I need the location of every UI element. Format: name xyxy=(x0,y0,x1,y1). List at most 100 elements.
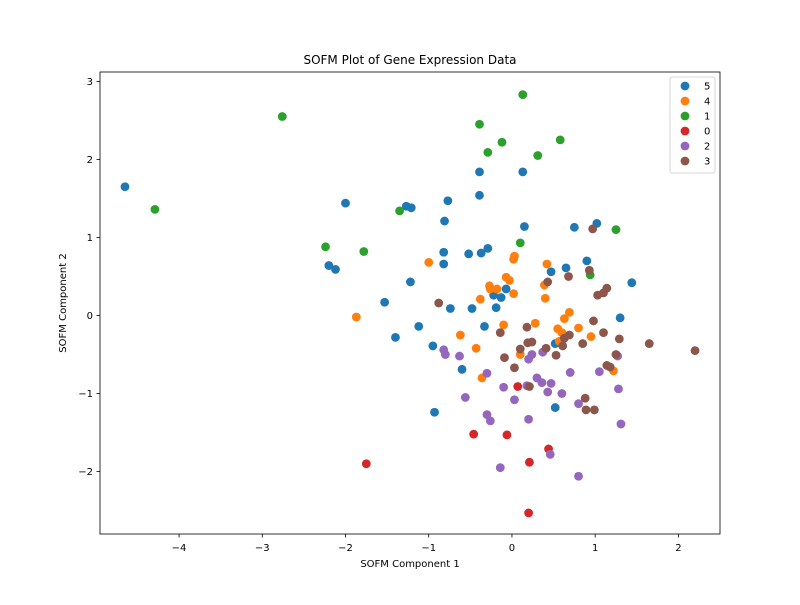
data-point xyxy=(515,344,525,354)
data-point xyxy=(551,350,561,360)
data-point xyxy=(455,330,465,340)
data-point xyxy=(537,378,547,388)
data-point xyxy=(586,332,596,341)
data-point xyxy=(614,384,623,394)
data-point xyxy=(561,263,571,273)
data-point xyxy=(406,277,415,287)
data-point xyxy=(599,328,608,338)
data-point xyxy=(439,247,449,257)
legend-label: 1 xyxy=(704,112,710,123)
data-point xyxy=(440,350,450,359)
data-point xyxy=(580,393,590,403)
legend-marker xyxy=(680,156,690,166)
data-point xyxy=(439,259,449,269)
data-point xyxy=(430,407,439,417)
chart-title: SOFM Plot of Gene Expression Data xyxy=(303,53,516,67)
data-point xyxy=(510,251,519,261)
data-point xyxy=(277,112,287,121)
legend-marker xyxy=(680,96,690,106)
plot-frame xyxy=(99,71,721,535)
data-point xyxy=(500,353,509,363)
data-point xyxy=(471,343,481,353)
legend-marker xyxy=(680,81,690,91)
data-point xyxy=(615,313,625,323)
data-point xyxy=(496,293,506,302)
data-point xyxy=(321,242,330,252)
series-3 xyxy=(434,224,700,415)
data-point xyxy=(380,297,390,307)
data-point xyxy=(578,339,588,348)
series-4 xyxy=(351,251,618,383)
data-point xyxy=(495,463,505,473)
data-point xyxy=(391,332,400,342)
data-point xyxy=(518,90,528,100)
y-tick-label: 0 xyxy=(87,311,93,322)
data-point xyxy=(559,333,569,343)
data-points xyxy=(120,90,700,518)
data-point xyxy=(644,339,654,348)
data-point xyxy=(505,275,514,285)
data-point xyxy=(588,224,598,234)
data-point xyxy=(594,367,604,377)
y-axis-label: SOFM Component 2 xyxy=(58,253,69,352)
data-point xyxy=(530,318,540,328)
data-point xyxy=(359,247,369,256)
data-point xyxy=(524,414,533,424)
data-point xyxy=(605,362,615,372)
data-point xyxy=(445,304,455,313)
data-point xyxy=(525,382,534,391)
data-point xyxy=(324,261,334,270)
x-tick-label: −3 xyxy=(255,543,270,554)
x-tick-label: −1 xyxy=(421,543,436,554)
data-point xyxy=(440,216,449,226)
data-point xyxy=(455,351,464,361)
series-2 xyxy=(439,345,626,481)
data-point xyxy=(469,429,479,439)
data-point xyxy=(543,277,553,287)
data-point xyxy=(574,399,583,409)
data-point xyxy=(424,258,434,267)
data-point xyxy=(589,405,599,415)
legend-marker xyxy=(680,126,690,136)
legend-label: 2 xyxy=(704,142,710,153)
data-point xyxy=(480,322,489,331)
data-point xyxy=(627,278,637,288)
data-point xyxy=(520,222,529,231)
data-point xyxy=(464,249,474,259)
data-point xyxy=(690,346,700,356)
data-point xyxy=(414,322,424,331)
data-point xyxy=(518,167,528,177)
data-point xyxy=(361,459,371,469)
legend-marker xyxy=(680,141,690,151)
data-point xyxy=(582,256,592,266)
data-point xyxy=(611,350,621,359)
data-point xyxy=(475,294,485,304)
data-point xyxy=(616,419,626,429)
data-point xyxy=(543,387,553,397)
data-point xyxy=(533,151,543,160)
series-0 xyxy=(361,382,553,518)
y-tick-label: 3 xyxy=(87,77,93,88)
data-point xyxy=(574,471,583,481)
legend-label: 3 xyxy=(704,157,710,168)
data-point xyxy=(546,267,556,277)
data-point xyxy=(476,248,486,258)
data-point xyxy=(522,322,532,332)
data-point xyxy=(460,393,470,402)
data-point xyxy=(589,316,598,326)
legend-label: 0 xyxy=(704,127,710,138)
data-point xyxy=(331,265,340,274)
series-1 xyxy=(150,90,621,280)
data-point xyxy=(485,281,494,291)
data-point xyxy=(351,312,361,322)
data-point xyxy=(525,457,534,467)
data-point xyxy=(501,284,511,294)
y-tick-label: 1 xyxy=(87,233,93,244)
data-point xyxy=(485,416,495,426)
data-point xyxy=(495,328,505,338)
data-point xyxy=(395,206,404,216)
x-tick-label: −2 xyxy=(338,543,353,554)
data-point xyxy=(546,378,556,388)
data-point xyxy=(499,320,509,330)
